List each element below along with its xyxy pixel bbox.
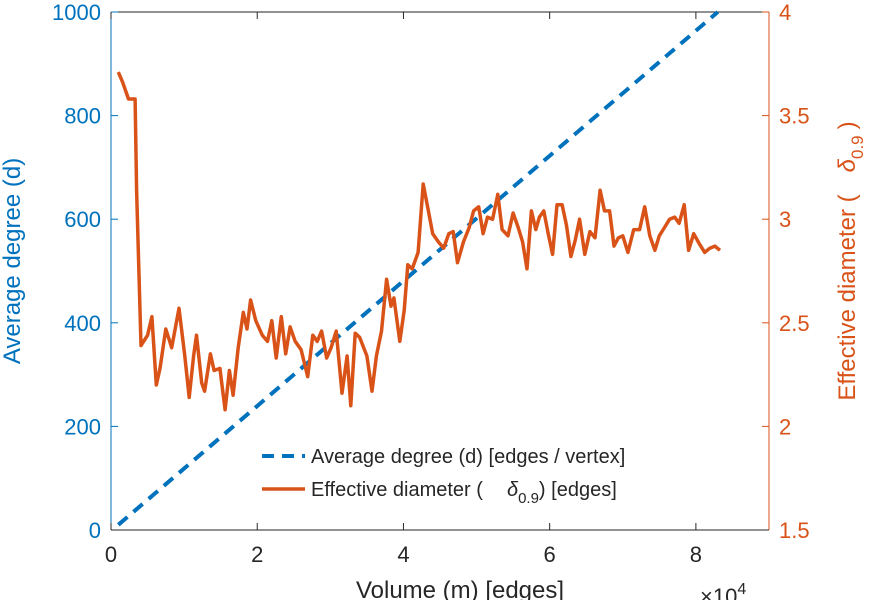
right-y-axis-label: Effective diameter ( δ0.9) <box>834 121 867 400</box>
legend-entry-symbol: δ <box>507 479 519 501</box>
right-y-tick-label: 3 <box>779 207 791 232</box>
x-tick-label: 8 <box>690 542 702 567</box>
left-y-tick-label: 600 <box>64 207 101 232</box>
x-axis: 0 2 4 6 8 <box>105 12 769 567</box>
right-y-axis-label-text: Effective diameter ( <box>834 194 861 400</box>
x-axis-label: Volume (m) [edges] <box>356 577 564 600</box>
left-y-axis: 0 200 400 600 800 1000 <box>52 0 118 543</box>
right-y-axis-label-symbol: δ <box>834 158 861 172</box>
right-y-tick-label: 2.5 <box>779 311 810 336</box>
right-y-axis: 1.5 2 2.5 3 3.5 4 <box>762 0 810 543</box>
x-tick-label: 0 <box>105 542 117 567</box>
x-tick-label: 2 <box>251 542 263 567</box>
x-tick-label: 4 <box>397 542 409 567</box>
x-axis-multiplier-exponent: 4 <box>737 581 746 598</box>
right-y-tick-label: 3.5 <box>779 104 810 129</box>
left-y-tick-label: 0 <box>89 518 101 543</box>
right-y-axis-label-close: ) <box>834 121 861 129</box>
legend-entry-label: Average degree (d) [edges / vertex] <box>311 446 625 468</box>
legend: Average degree (d) [edges / vertex] Effec… <box>258 436 700 508</box>
x-axis-multiplier-base: ×10 <box>700 584 737 600</box>
right-y-tick-label: 4 <box>779 0 791 25</box>
legend-entry-subscript: 0.9 <box>518 490 539 507</box>
average-degree-line <box>116 10 720 527</box>
right-y-tick-label: 1.5 <box>779 518 810 543</box>
left-y-axis-label: Average degree (d) <box>0 158 26 364</box>
legend-entry-close: ) [edges] <box>539 479 617 501</box>
legend-entry-text: Effective diameter ( <box>311 479 483 501</box>
right-y-tick-label: 2 <box>779 414 791 439</box>
effective-diameter-line <box>116 71 722 412</box>
x-axis-multiplier: ×104 <box>700 581 746 600</box>
left-y-tick-label: 800 <box>64 104 101 129</box>
left-y-tick-label: 1000 <box>52 0 101 25</box>
left-y-tick-label: 200 <box>64 414 101 439</box>
left-y-tick-label: 400 <box>64 311 101 336</box>
x-tick-label: 6 <box>544 542 556 567</box>
plot-area <box>111 10 769 527</box>
legend-box <box>258 436 700 508</box>
legend-entry-text: Average degree (d) [edges / vertex] <box>311 446 625 468</box>
legend-entry-label: Effective diameter ( δ0.9) [edges] <box>311 479 617 507</box>
right-y-axis-label-subscript: 0.9 <box>848 135 867 159</box>
